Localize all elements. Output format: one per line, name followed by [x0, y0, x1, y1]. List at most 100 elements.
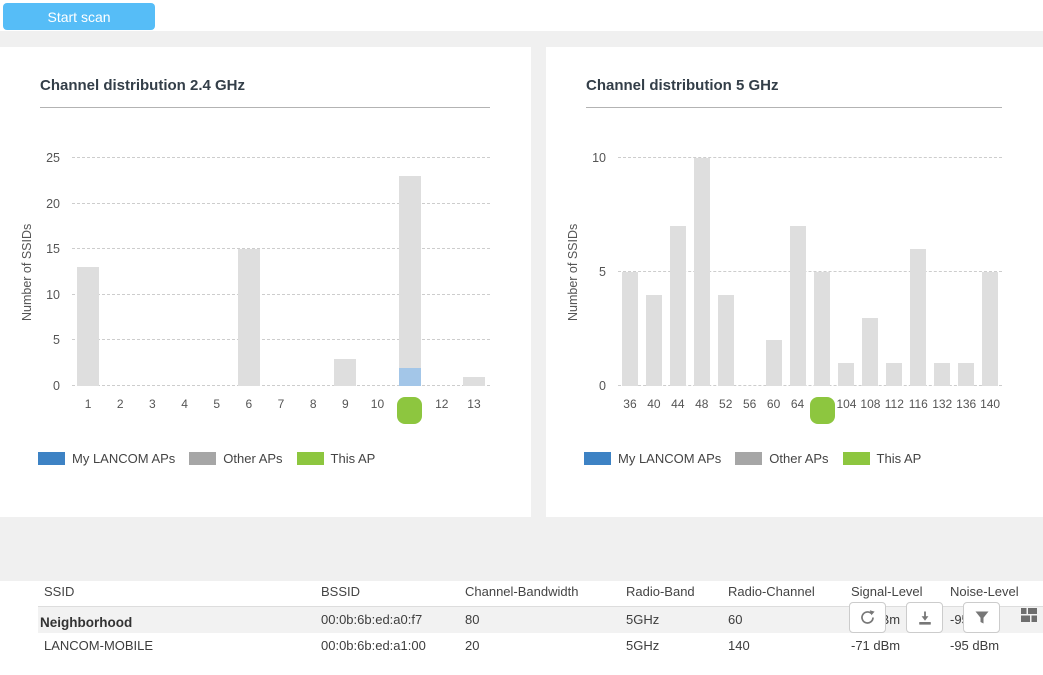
legend-swatch — [38, 452, 65, 465]
x-tick-label-4: 4 — [181, 397, 188, 411]
column-header[interactable]: BSSID — [315, 581, 459, 607]
x-tick-label-48: 48 — [695, 397, 709, 411]
segment-other-aps — [621, 272, 639, 386]
download-button[interactable] — [906, 602, 943, 633]
x-tick-label-64: 64 — [790, 397, 805, 411]
chart-2_4ghz: Number of SSIDs 0 5 10 15 20 25 1 2 3 4 5 6 7 8 9 10 12… — [18, 151, 490, 425]
x-tick-label-8: 8 — [309, 397, 317, 411]
bar-channel-136 — [954, 158, 978, 386]
table-cell: 20 — [465, 638, 480, 653]
legend-item: This AP — [296, 451, 375, 466]
table-cell: 5GHz — [626, 612, 660, 627]
column-header[interactable]: SSID — [38, 581, 315, 607]
x-tick-label-6: 6 — [245, 397, 253, 411]
segment-other-aps — [77, 267, 100, 386]
y-tick-label: 25 — [46, 151, 60, 165]
gridline-y-25 — [72, 157, 490, 158]
table-cell: 60 — [728, 612, 743, 627]
filter-icon — [975, 611, 988, 624]
x-tick-label-3: 3 — [149, 397, 156, 411]
x-axis-labels-5ghz: 36 40 44 48 52 56 60 64 104 108 112 116 132 136 140 — [618, 393, 1002, 425]
table-cell: -71 dBm — [851, 638, 901, 653]
segment-other-aps — [909, 249, 927, 386]
x-tick-label-140: 140 — [980, 397, 1001, 411]
segment-other-aps — [717, 294, 735, 386]
y-tick-label: 20 — [46, 196, 60, 211]
segment-other-aps — [237, 249, 260, 386]
legend-item: My LANCOM APs — [38, 451, 175, 466]
chart-legend-2_4ghz: My LANCOM APs Other APs This AP — [38, 451, 531, 466]
legend-label: My LANCOM APs — [618, 451, 722, 466]
bar-channel-5 — [201, 158, 233, 386]
segment-other-aps — [669, 226, 687, 386]
x-tick-label-52: 52 — [719, 397, 733, 411]
legend-label: Other APs — [769, 451, 829, 466]
y-tick-label: 10 — [592, 151, 606, 165]
column-header[interactable]: Noise-Level — [944, 581, 1043, 607]
x-tick-label-12: 12 — [435, 397, 449, 411]
segment-other-aps — [861, 317, 879, 386]
bar-channel-7 — [265, 158, 297, 386]
x-tick-label-136: 136 — [956, 397, 977, 411]
gridline-y-10 — [618, 157, 1002, 158]
bars-container — [72, 158, 490, 386]
segment-other-aps — [933, 363, 951, 386]
gridline-y-0 — [72, 385, 490, 386]
segment-other-aps — [334, 358, 357, 386]
segment-other-aps — [885, 363, 903, 386]
title-divider — [586, 107, 1002, 108]
bar-channel-132 — [930, 158, 954, 386]
legend-label: Other APs — [223, 451, 283, 466]
x-tick-this-ap — [394, 393, 426, 425]
bar-channel-140 — [978, 158, 1002, 386]
start-scan-button[interactable]: Start scan — [3, 3, 155, 30]
segment-my-lancom-aps — [398, 367, 421, 386]
plot-area-5ghz: 0 5 10 — [592, 151, 1002, 393]
x-tick-label-5: 5 — [213, 397, 221, 411]
refresh-button[interactable] — [849, 602, 886, 633]
bar-channel-12 — [426, 158, 458, 386]
filter-button[interactable] — [963, 602, 1000, 633]
plot-area-2_4ghz: 0 5 10 15 20 25 — [46, 151, 490, 393]
bar-channel-4 — [168, 158, 200, 386]
bar-channel-108 — [858, 158, 882, 386]
bar-channel-6 — [233, 158, 265, 386]
this-ap-marker — [809, 397, 835, 424]
gridline-y-10 — [72, 293, 490, 295]
column-header[interactable]: Radio-Channel — [722, 581, 845, 607]
bar-channel-11 — [394, 158, 426, 386]
column-header[interactable]: Channel-Bandwidth — [459, 581, 620, 607]
table-toolbar — [849, 602, 1038, 633]
gridline-y-5 — [72, 339, 490, 341]
neighborhood-title: Neighborhood — [40, 615, 133, 630]
segment-other-aps — [398, 176, 421, 368]
bar-channel-116 — [906, 158, 930, 386]
x-tick-label-10: 10 — [370, 397, 385, 411]
panel-channel-distribution-5ghz: Channel distribution 5 GHz Number of SSI… — [546, 47, 1043, 517]
top-action-bar: Start scan — [0, 0, 1043, 31]
charts-section: Channel distribution 2.4 GHz Number of S… — [0, 47, 1043, 517]
legend-swatch — [584, 452, 611, 465]
x-tick-this-ap — [809, 393, 835, 425]
segment-other-aps — [765, 340, 783, 386]
table-row[interactable]: LANCOM-MOBILE 00:0b:6b:ed:a1:00 20 5GHz 140 -… — [38, 633, 1043, 659]
x-tick-label-13: 13 — [467, 397, 481, 411]
chart-title-5ghz: Channel distribution 5 GHz — [586, 77, 779, 94]
segment-other-aps — [462, 376, 485, 386]
grid-layout-icon[interactable] — [1020, 607, 1038, 623]
bar-channel-52 — [714, 158, 738, 386]
table-cell: -95 dBm — [950, 638, 1000, 653]
x-tick-label-112: 112 — [884, 397, 904, 411]
segment-other-aps — [789, 226, 807, 386]
x-tick-label-104: 104 — [836, 397, 857, 411]
bar-channel-60 — [762, 158, 786, 386]
legend-label: My LANCOM APs — [72, 451, 176, 466]
segment-other-aps — [645, 294, 663, 386]
chart-legend-5ghz: My LANCOM APs Other APs This AP — [584, 451, 1043, 466]
x-tick-label-44: 44 — [671, 397, 685, 411]
column-header[interactable]: Radio-Band — [620, 581, 722, 607]
legend-item: Other APs — [735, 451, 829, 466]
bar-channel-13 — [458, 158, 490, 386]
bar-channel-9 — [329, 158, 361, 386]
bar-channel-48 — [690, 158, 714, 386]
